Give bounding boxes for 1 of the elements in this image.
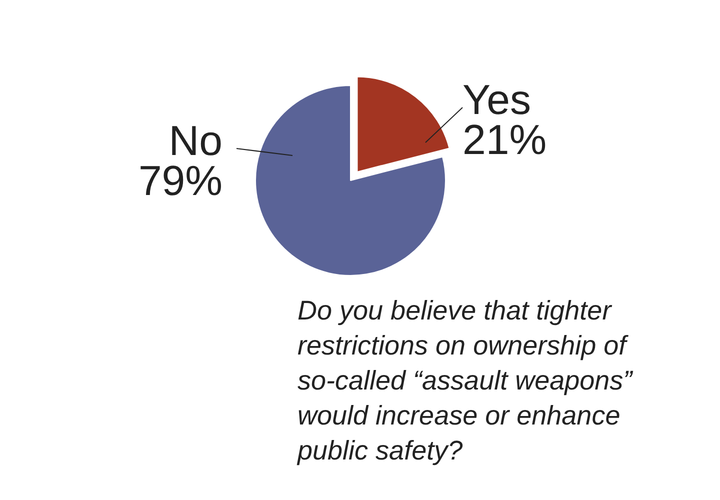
text: Do you believe that tighter restrictions on ownership of so-called “assault weapons” would increase or enhance public safety? (296, 296, 634, 466)
